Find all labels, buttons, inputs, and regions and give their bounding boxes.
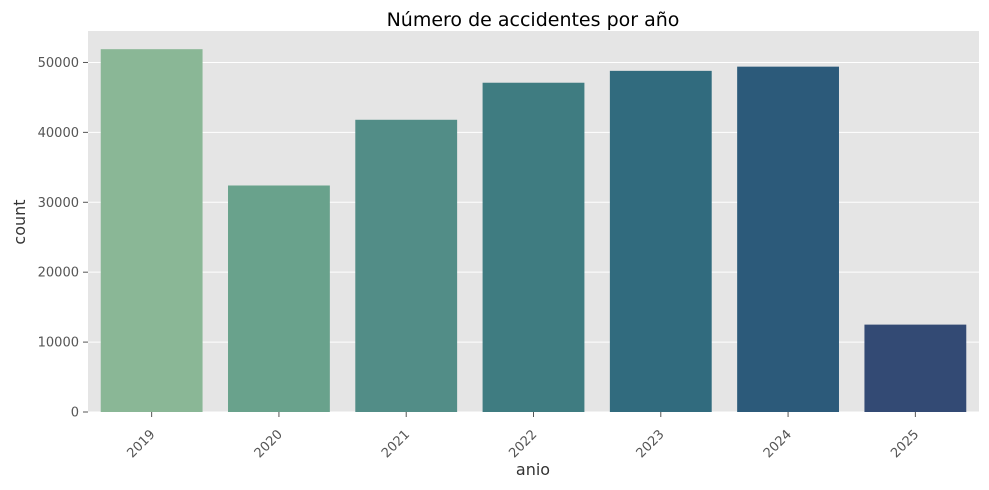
- x-tick-label: 2022: [506, 427, 540, 461]
- y-axis-ticks: 0 10000 20000 30000 40000 50000: [38, 56, 88, 421]
- x-tick-label: 2020: [252, 427, 286, 461]
- bar-2025: [864, 324, 967, 412]
- bar-2023: [609, 70, 712, 412]
- x-axis-ticks: 2019 2020 2021 2022 2023 2024 2025: [124, 412, 922, 461]
- bar-2021: [355, 119, 458, 413]
- x-tick-label: 2025: [888, 427, 922, 461]
- y-axis-label: count: [10, 199, 29, 244]
- bar-2020: [228, 185, 330, 412]
- y-tick-label: 20000: [38, 266, 79, 281]
- x-tick-label: 2024: [761, 427, 795, 461]
- chart-title: Número de accidentes por año: [387, 9, 680, 31]
- x-axis-label: anio: [516, 460, 550, 479]
- bars: [100, 49, 967, 413]
- y-tick-label: 30000: [38, 196, 79, 211]
- y-tick-label: 50000: [38, 56, 79, 71]
- x-tick-label: 2023: [634, 427, 668, 461]
- y-tick-label: 10000: [38, 336, 79, 351]
- y-tick-label: 40000: [38, 126, 79, 141]
- bar-2019: [100, 49, 203, 412]
- bar-2024: [737, 66, 839, 413]
- x-tick-label: 2019: [124, 427, 158, 461]
- bar-2022: [482, 82, 585, 412]
- y-tick-label: 0: [71, 406, 79, 421]
- x-tick-label: 2021: [379, 427, 413, 461]
